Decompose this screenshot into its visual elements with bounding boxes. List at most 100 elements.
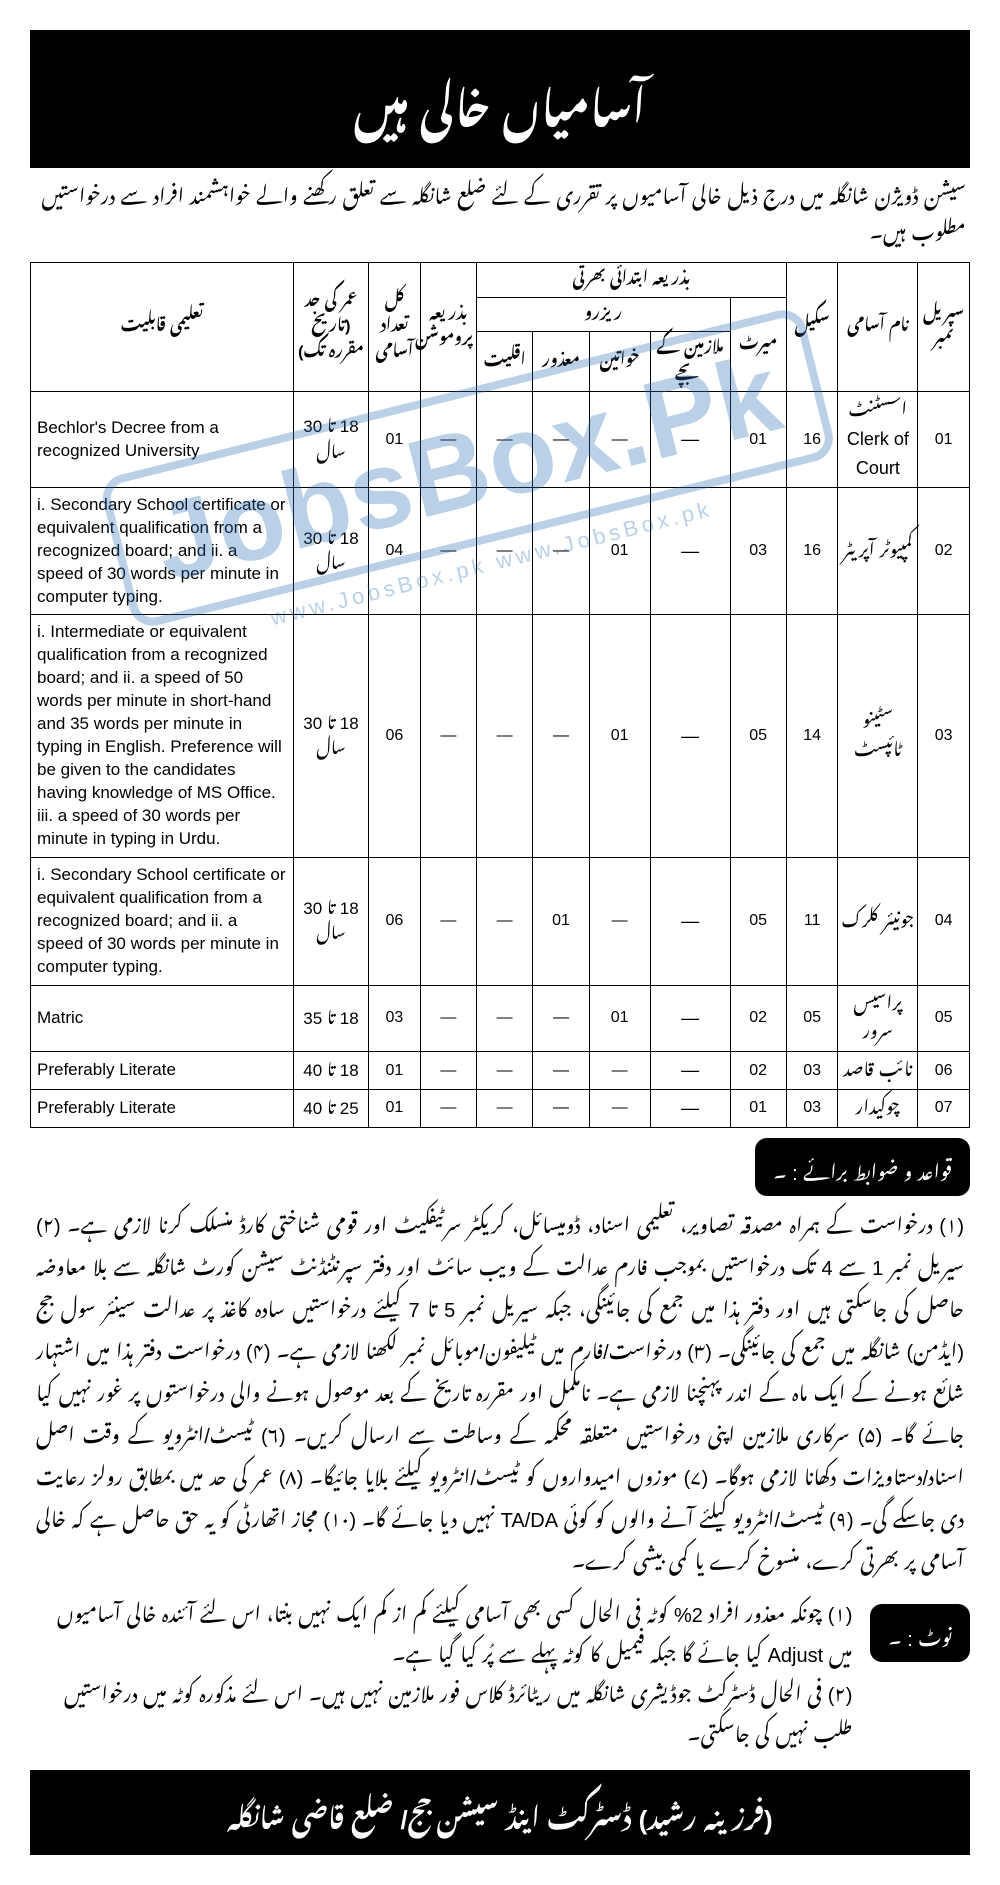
cell-post: نائب قاصد <box>838 1052 918 1090</box>
cell-post: اسسٹنٹ Clerk of Court <box>838 392 918 487</box>
intro-text: سیشن ڈویژن شانگلہ میں درج ذیل خالی آسامی… <box>30 168 970 262</box>
cell-serial: 03 <box>918 615 970 857</box>
cell-total: 04 <box>369 487 421 615</box>
cell-qual: Preferably Literate <box>31 1052 294 1090</box>
table-row: Matric18 تا 3503———01—0205پراسیس سرور05 <box>31 985 970 1052</box>
cell-promo: — <box>420 392 476 487</box>
th-post: نام آسامی <box>838 263 918 392</box>
cell-q-min: — <box>477 857 533 985</box>
cell-qual: i. Intermediate or equivalent qualificat… <box>31 615 294 857</box>
cell-q-women: 01 <box>589 985 650 1052</box>
table-head: تعلیمی قابلیت عمر کی حد (تاریخ مقررہ تک)… <box>31 263 970 392</box>
footer-signature: (فرزینہ رشید) ڈسٹرکٹ اینڈ سیشن جج/ ضلع ق… <box>30 1770 970 1855</box>
th-merit: میرٹ <box>730 297 786 392</box>
cell-scale: 11 <box>786 857 838 985</box>
th-q-women: خواتین <box>589 332 650 392</box>
th-q-dis: معذور <box>533 332 589 392</box>
cell-post: کمپیوٹر آپریٹر <box>838 487 918 615</box>
cell-post: سٹینو ٹائپسٹ <box>838 615 918 857</box>
cell-qual: Preferably Literate <box>31 1089 294 1127</box>
cell-post: چوکیدار <box>838 1089 918 1127</box>
cell-post: جونیئر کلرک <box>838 857 918 985</box>
cell-q-emp: — <box>650 615 730 857</box>
cell-age: 18 تا 30 سال <box>293 615 368 857</box>
cell-q-dis: — <box>533 1089 589 1127</box>
cell-q-dis: — <box>533 615 589 857</box>
cell-q-min: — <box>477 392 533 487</box>
cell-q-min: — <box>477 985 533 1052</box>
note-text: (۱) چونکہ معذور افراد 2% کوٹہ فی الحال ک… <box>30 1594 858 1764</box>
th-promo: بذریعہ پروموشن <box>420 263 476 392</box>
cell-promo: — <box>420 985 476 1052</box>
terms-label-row: قواعد و ضوابط برائے : ۔ <box>30 1128 970 1202</box>
cell-q-dis: — <box>533 985 589 1052</box>
th-quota-sub: ریزرو <box>477 297 731 332</box>
note-label: نوٹ : ۔ <box>870 1604 970 1662</box>
th-quota-group: بذریعہ ابتدائی بھرتی <box>477 263 787 298</box>
cell-merit: 02 <box>730 985 786 1052</box>
terms-text: (۱) درخواست کے ہمراہ مصدقہ تصاویر، تعلیم… <box>30 1202 970 1594</box>
cell-serial: 02 <box>918 487 970 615</box>
cell-scale: 16 <box>786 392 838 487</box>
cell-qual: i. Secondary School certificate or equiv… <box>31 487 294 615</box>
th-serial: سیریل نمبر <box>918 263 970 392</box>
cell-merit: 01 <box>730 1089 786 1127</box>
cell-q-emp: — <box>650 1089 730 1127</box>
th-q-emp: ملازمین کے بچے <box>650 332 730 392</box>
cell-merit: 05 <box>730 857 786 985</box>
cell-q-women: — <box>589 392 650 487</box>
cell-q-dis: 01 <box>533 857 589 985</box>
table-body: Bechlor's Decree from a recognized Unive… <box>31 392 970 1127</box>
cell-q-dis: — <box>533 487 589 615</box>
cell-qual: i. Secondary School certificate or equiv… <box>31 857 294 985</box>
cell-q-dis: — <box>533 1052 589 1090</box>
cell-total: 01 <box>369 1052 421 1090</box>
table-row: i. Secondary School certificate or equiv… <box>31 857 970 985</box>
cell-promo: — <box>420 615 476 857</box>
cell-promo: — <box>420 857 476 985</box>
cell-scale: 16 <box>786 487 838 615</box>
cell-age: 18 تا 30 سال <box>293 487 368 615</box>
cell-q-women: — <box>589 857 650 985</box>
cell-age: 18 تا 35 <box>293 985 368 1052</box>
cell-scale: 14 <box>786 615 838 857</box>
cell-total: 01 <box>369 1089 421 1127</box>
cell-age: 25 تا 40 <box>293 1089 368 1127</box>
th-q-min: اقلیت <box>477 332 533 392</box>
cell-qual: Bechlor's Decree from a recognized Unive… <box>31 392 294 487</box>
cell-merit: 01 <box>730 392 786 487</box>
cell-q-emp: — <box>650 487 730 615</box>
note-row: نوٹ : ۔ (۱) چونکہ معذور افراد 2% کوٹہ فی… <box>30 1594 970 1764</box>
cell-serial: 05 <box>918 985 970 1052</box>
cell-total: 01 <box>369 392 421 487</box>
page: JobsBox.Pk www.JobsBox.pk www.JobsBox.pk… <box>30 30 970 1855</box>
cell-q-women: 01 <box>589 487 650 615</box>
cell-scale: 03 <box>786 1089 838 1127</box>
table-row: i. Intermediate or equivalent qualificat… <box>31 615 970 857</box>
cell-promo: — <box>420 1052 476 1090</box>
cell-merit: 02 <box>730 1052 786 1090</box>
cell-age: 18 تا 30 سال <box>293 392 368 487</box>
vacancy-table: تعلیمی قابلیت عمر کی حد (تاریخ مقررہ تک)… <box>30 262 970 1128</box>
cell-q-min: — <box>477 1089 533 1127</box>
cell-post: پراسیس سرور <box>838 985 918 1052</box>
cell-q-women: — <box>589 1089 650 1127</box>
th-scale: سکیل <box>786 263 838 392</box>
cell-q-emp: — <box>650 392 730 487</box>
cell-q-min: — <box>477 487 533 615</box>
cell-serial: 01 <box>918 392 970 487</box>
cell-q-emp: — <box>650 1052 730 1090</box>
table-row: Preferably Literate25 تا 4001—————0103چو… <box>31 1089 970 1127</box>
table-row: Preferably Literate18 تا 4001—————0203نا… <box>31 1052 970 1090</box>
cell-promo: — <box>420 1089 476 1127</box>
cell-q-dis: — <box>533 392 589 487</box>
cell-total: 06 <box>369 615 421 857</box>
cell-total: 06 <box>369 857 421 985</box>
cell-q-min: — <box>477 1052 533 1090</box>
cell-q-women: — <box>589 1052 650 1090</box>
table-row: i. Secondary School certificate or equiv… <box>31 487 970 615</box>
cell-q-emp: — <box>650 985 730 1052</box>
terms-label: قواعد و ضوابط برائے : ۔ <box>755 1138 970 1196</box>
cell-age: 18 تا 40 <box>293 1052 368 1090</box>
title-banner: آسامیاں خالی ہیں <box>30 30 970 168</box>
